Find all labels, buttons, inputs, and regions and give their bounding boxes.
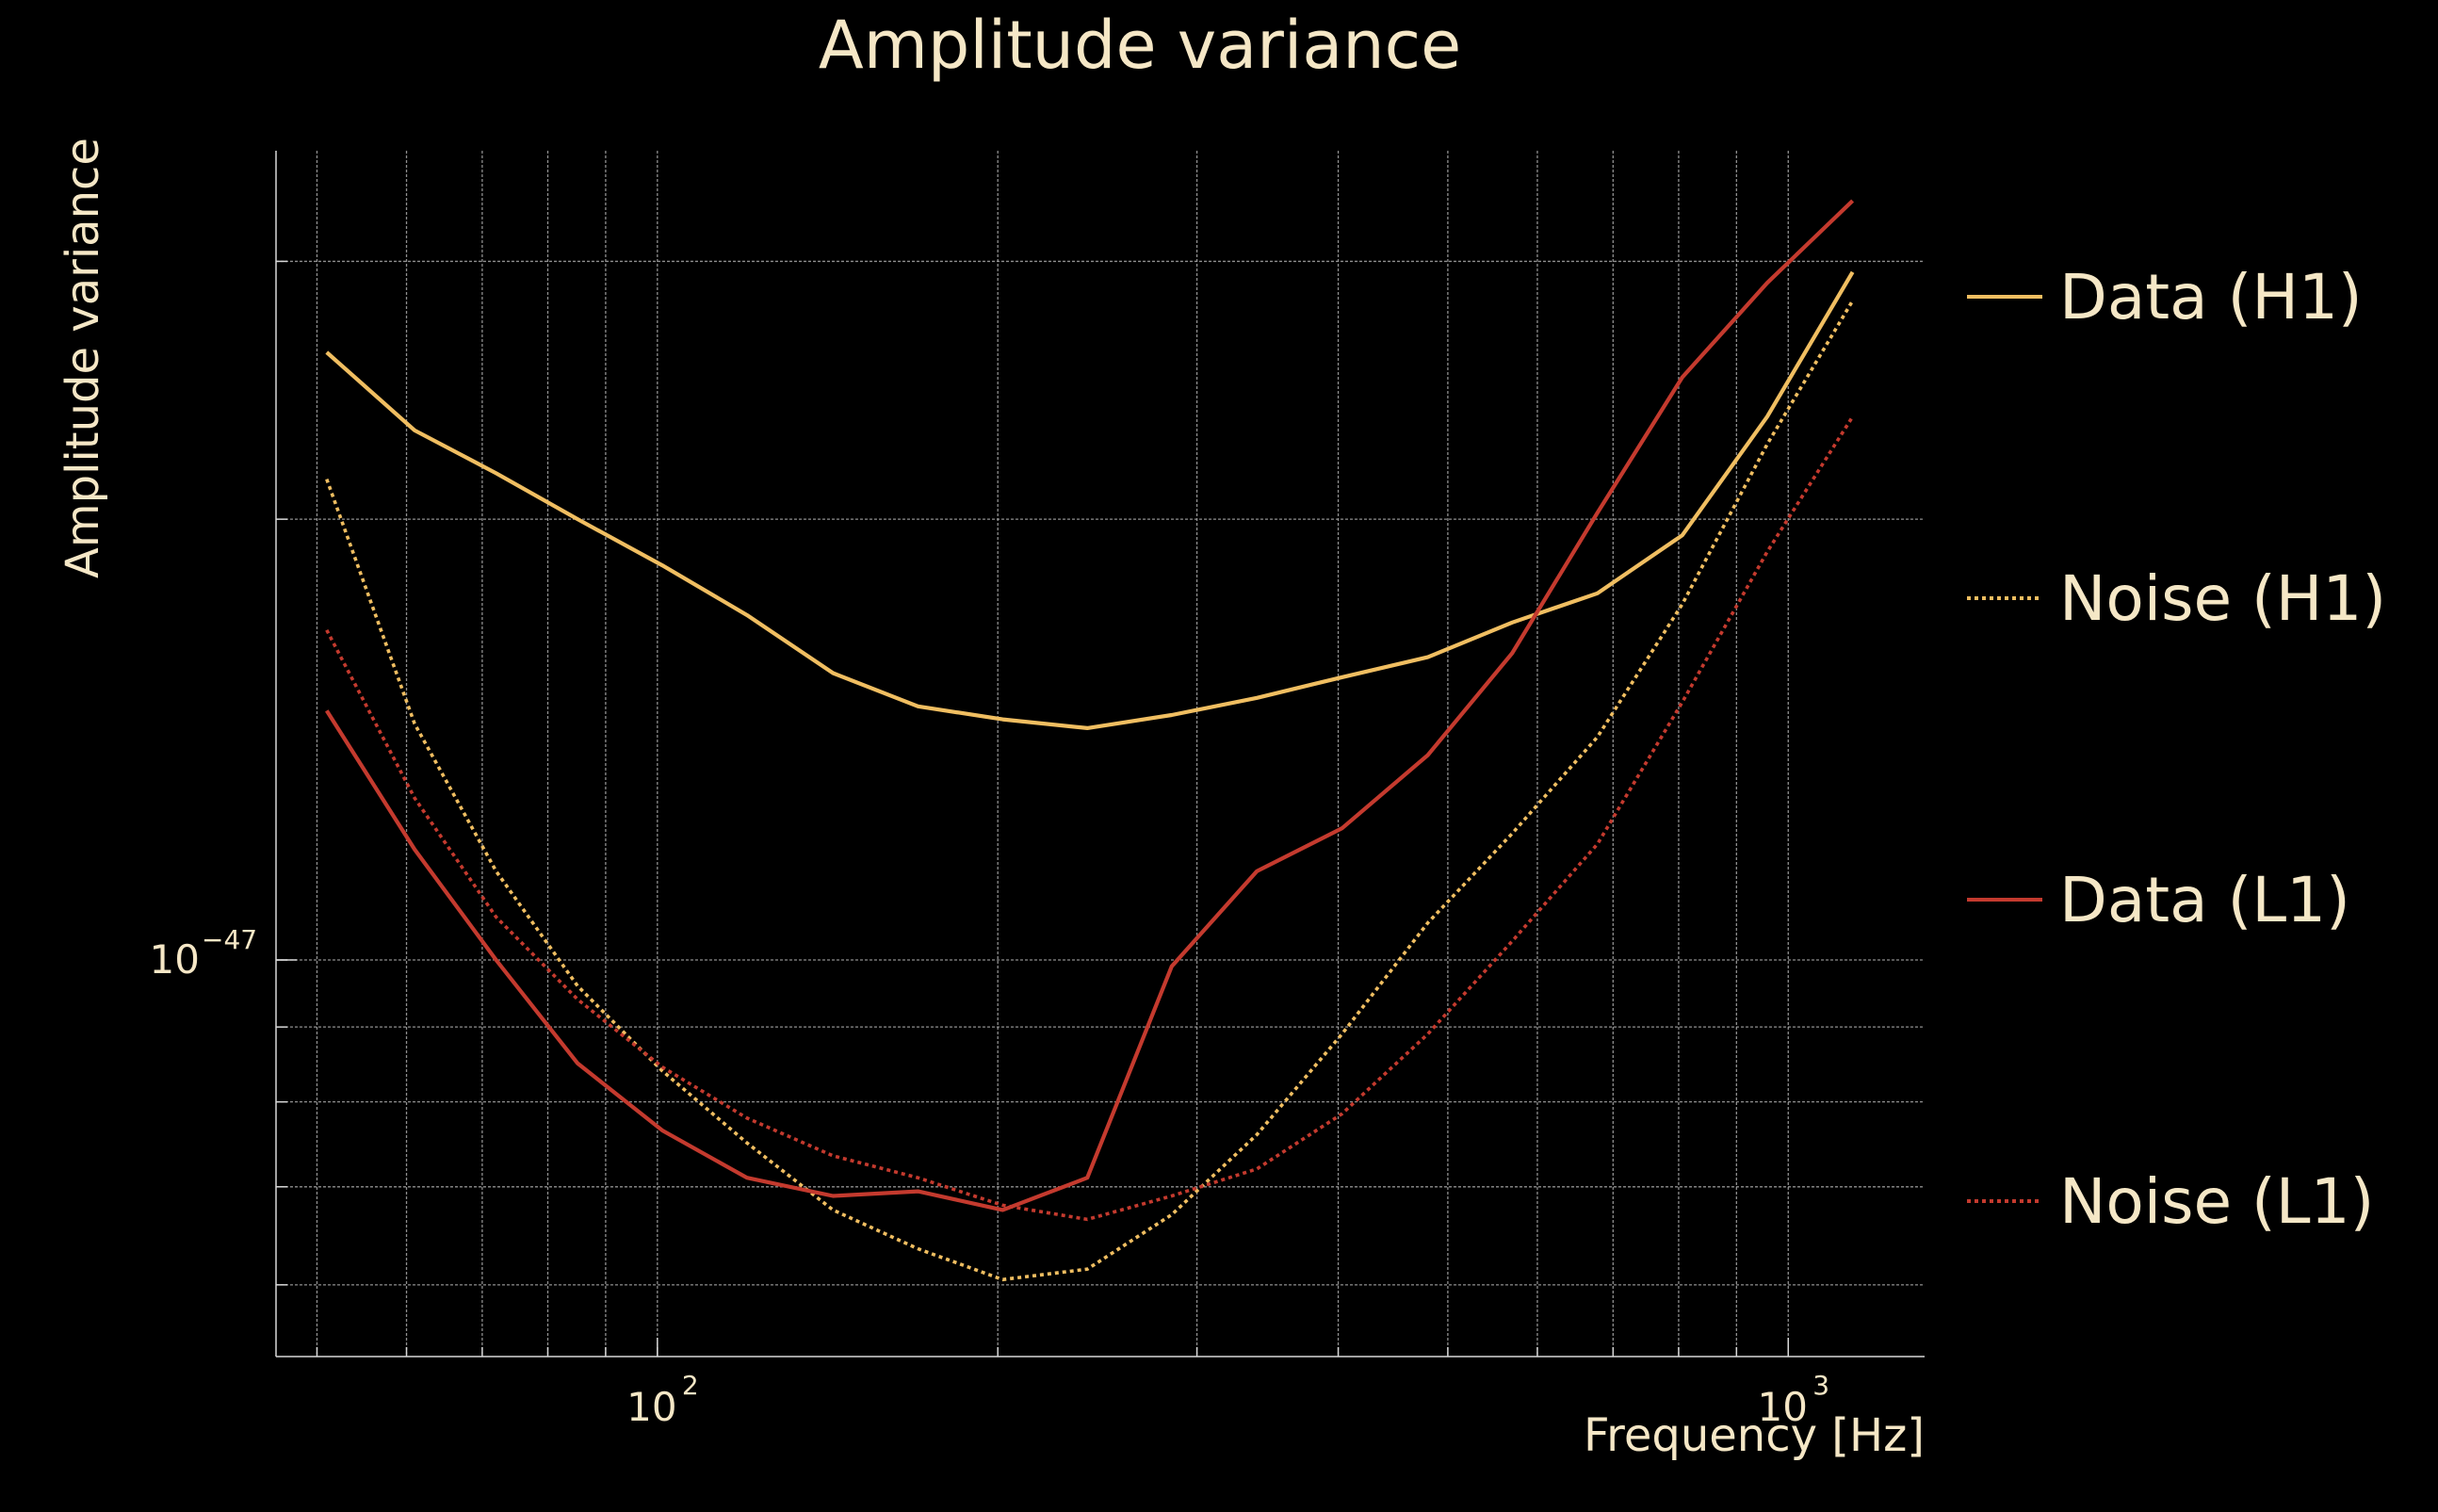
y-tick-exponent: −47	[202, 924, 257, 955]
legend-label-noise-h1: Noise (H1)	[2059, 562, 2386, 635]
grid	[276, 151, 1925, 1357]
series-line-noise-l1	[325, 415, 1855, 1222]
x-tick-label: 10	[626, 1384, 676, 1430]
series-line-data-h1	[325, 270, 1855, 731]
x-tick-exponent: 2	[682, 1370, 699, 1401]
legend: Data (H1) Noise (H1) Data (L1) Noise (L1)	[1967, 261, 2386, 1238]
x-tick-exponent: 3	[1812, 1370, 1829, 1401]
y-tick-label: 10	[150, 936, 200, 983]
x-tick-label: 10	[1758, 1384, 1808, 1430]
legend-label-data-l1: Data (L1)	[2059, 864, 2350, 936]
series-lines	[325, 199, 1855, 1282]
series-line-data-l1	[325, 199, 1855, 1212]
series-line-noise-h1	[325, 300, 1855, 1282]
chart-title: Amplitude variance	[819, 7, 1461, 84]
axes: 10 2 10 310 −47	[150, 151, 1925, 1430]
legend-label-data-h1: Data (H1)	[2059, 261, 2363, 333]
legend-label-noise-l1: Noise (L1)	[2059, 1165, 2374, 1238]
y-axis-label: Amplitude variance	[57, 138, 109, 578]
x-axis-label: Frequency [Hz]	[1584, 1409, 1925, 1462]
